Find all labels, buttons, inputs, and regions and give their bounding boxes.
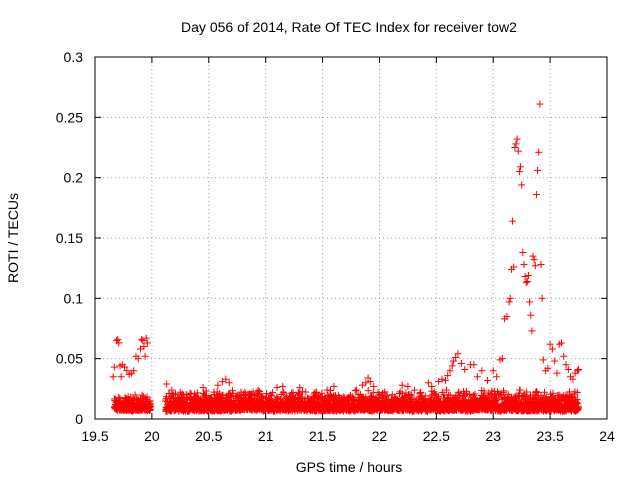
data-point — [527, 311, 535, 319]
data-point — [478, 367, 486, 375]
x-tick-label: 23 — [485, 428, 501, 444]
y-axis-label: ROTI / TECUs — [5, 193, 21, 283]
data-point — [471, 390, 479, 398]
data-point — [515, 168, 523, 176]
data-point — [539, 356, 547, 364]
x-tick-label: 24 — [599, 428, 615, 444]
data-point — [163, 380, 171, 388]
data-point — [522, 279, 530, 287]
x-tick-label: 23.5 — [536, 428, 563, 444]
chart-title: Day 056 of 2014, Rate Of TEC Index for r… — [181, 19, 517, 35]
data-point — [489, 367, 497, 375]
data-point — [279, 382, 287, 390]
data-point — [560, 352, 568, 360]
data-point — [526, 298, 534, 306]
data-point — [424, 379, 432, 387]
data-point — [529, 252, 537, 260]
data-point — [171, 390, 179, 398]
data-point — [404, 382, 412, 390]
data-point — [518, 181, 526, 189]
axis-ticks: 19.5 20 20.5 21 21.5 22 22.5 23 23.5 24 0 0.05 0.1 0.… — [56, 49, 615, 444]
y-tick-label: 0.25 — [56, 109, 83, 125]
data-point — [457, 359, 465, 367]
data-point — [225, 379, 233, 387]
x-tick-label: 22.5 — [423, 428, 450, 444]
data-point — [538, 294, 546, 302]
x-tick-label: 21.5 — [309, 428, 336, 444]
data-point — [513, 135, 521, 143]
data-point — [532, 191, 540, 199]
data-point — [147, 402, 155, 410]
data-point — [511, 144, 519, 151]
x-tick-label: 20 — [144, 428, 160, 444]
data-point — [530, 256, 538, 264]
x-axis-label: GPS time / hours — [296, 459, 403, 475]
data-point — [195, 395, 203, 403]
data-point — [138, 391, 146, 399]
data-point — [461, 366, 469, 374]
data-point — [117, 373, 125, 381]
y-tick-label: 0.15 — [56, 230, 83, 246]
data-point — [370, 382, 378, 390]
data-point — [199, 384, 207, 392]
data-point — [330, 382, 338, 390]
data-point — [509, 217, 517, 225]
data-point — [352, 386, 360, 394]
data-point — [531, 262, 539, 270]
x-tick-label: 20.5 — [195, 428, 222, 444]
data-point — [524, 271, 532, 279]
y-tick-label: 0.3 — [64, 49, 84, 65]
data-point — [493, 373, 501, 381]
data-point — [398, 381, 406, 389]
data-point — [109, 373, 117, 381]
data-point — [114, 335, 122, 343]
data-point — [470, 361, 478, 369]
data-point — [536, 100, 544, 108]
x-tick-label: 19.5 — [81, 428, 108, 444]
data-point — [138, 335, 146, 343]
data-point — [110, 363, 118, 371]
data-point — [254, 387, 262, 395]
data-point — [535, 148, 543, 156]
x-tick-label: 21 — [258, 428, 274, 444]
data-point — [516, 386, 524, 394]
y-tick-label: 0.1 — [64, 290, 84, 306]
data-point — [534, 166, 542, 174]
data-point — [532, 388, 540, 396]
grid-lines — [95, 57, 607, 419]
data-point — [302, 388, 310, 396]
data-point — [506, 294, 514, 302]
data-point — [273, 384, 281, 392]
x-tick-label: 22 — [372, 428, 388, 444]
data-point — [179, 391, 187, 399]
data-point — [528, 327, 536, 335]
data-point — [537, 261, 545, 269]
data-point — [131, 391, 139, 399]
data-point — [214, 381, 222, 389]
y-tick-label: 0.05 — [56, 351, 83, 367]
data-points — [109, 100, 583, 415]
data-point — [512, 140, 520, 148]
data-point — [520, 261, 528, 269]
y-tick-label: 0 — [75, 411, 83, 427]
data-point — [514, 147, 522, 155]
data-point — [553, 369, 561, 377]
data-point — [541, 388, 549, 396]
data-point — [519, 248, 527, 256]
data-point — [505, 298, 513, 306]
y-tick-label: 0.2 — [64, 170, 84, 186]
data-point — [129, 395, 137, 403]
data-point — [484, 376, 492, 384]
data-point — [575, 366, 583, 374]
data-point — [473, 373, 481, 381]
data-point — [517, 163, 525, 171]
data-point — [551, 357, 559, 365]
